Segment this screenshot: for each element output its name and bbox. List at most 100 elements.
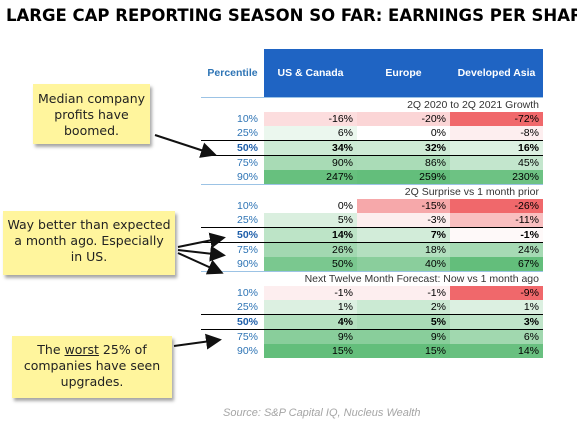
value-cell: 15% — [264, 344, 357, 358]
value-cell: 32% — [357, 140, 450, 156]
section-header-row: Next Twelve Month Forecast: Now vs 1 mon… — [201, 271, 543, 286]
region-header-us-canada: US & Canada — [264, 49, 357, 98]
percentile-cell: 25% — [236, 127, 258, 139]
table-row: 50% 34% 32% 16% — [201, 140, 543, 156]
value-cell: 50% — [264, 257, 357, 272]
value-cell: 1% — [264, 300, 357, 315]
percentile-cell: 25% — [236, 214, 258, 226]
value-cell: -16% — [264, 112, 357, 126]
value-cell: 26% — [264, 242, 357, 257]
table-row: 25% 1% 2% 1% — [201, 300, 543, 315]
value-cell: 259% — [357, 170, 450, 185]
table-row: 10% 0% -15% -26% — [201, 199, 543, 213]
note-text: Median company profits have boomed. — [37, 91, 146, 138]
table-row: 50% 14% 7% -1% — [201, 227, 543, 243]
percentile-cell: 50% — [201, 314, 264, 330]
value-cell: 14% — [450, 344, 543, 358]
value-cell: 14% — [264, 227, 357, 243]
table-row: 90% 15% 15% 14% — [201, 344, 543, 358]
table-row: 75% 90% 86% 45% — [201, 155, 543, 170]
percentile-cell: 10% — [236, 113, 258, 125]
value-cell: 34% — [264, 140, 357, 156]
region-header-developed-asia: Developed Asia — [450, 49, 543, 98]
value-cell: 3% — [450, 314, 543, 330]
value-cell: -15% — [357, 199, 450, 213]
value-cell: 247% — [264, 170, 357, 185]
value-cell: 86% — [357, 155, 450, 170]
note-worst-25-upgrades: The worst 25% of companies have seen upg… — [12, 336, 172, 398]
percentile-cell: 90% — [236, 171, 258, 183]
percentile-cell: 75% — [236, 331, 258, 343]
value-cell: 230% — [450, 170, 543, 185]
percentile-cell: 75% — [236, 244, 258, 256]
table-row: 25% 6% 0% -8% — [201, 126, 543, 141]
note-text-after: 25% of companies have seen upgrades. — [23, 342, 161, 389]
value-cell: 40% — [357, 257, 450, 272]
value-cell: 45% — [450, 155, 543, 170]
percentile-cell: 10% — [236, 287, 258, 299]
value-cell: 4% — [264, 314, 357, 330]
region-header-europe: Europe — [357, 49, 450, 98]
chart-title: LARGE CAP REPORTING SEASON SO FAR: EARNI… — [6, 6, 577, 25]
value-cell: -26% — [450, 199, 543, 213]
value-cell: 1% — [450, 300, 543, 315]
value-cell: 67% — [450, 257, 543, 272]
arrow-to-forecast-25 — [173, 333, 222, 350]
table-row: 90% 50% 40% 67% — [201, 257, 543, 272]
value-cell: -1% — [264, 286, 357, 300]
section-title: 2Q 2020 to 2Q 2021 Growth — [201, 97, 543, 112]
value-cell: -11% — [450, 213, 543, 228]
table-row: 75% 9% 9% 6% — [201, 329, 543, 344]
value-cell: 0% — [357, 126, 450, 141]
arrow-to-median-growth — [154, 134, 217, 158]
value-cell: -1% — [357, 286, 450, 300]
table-row: 90% 247% 259% 230% — [201, 170, 543, 185]
value-cell: 9% — [264, 329, 357, 344]
table-row: 50% 4% 5% 3% — [201, 314, 543, 330]
value-cell: 15% — [357, 344, 450, 358]
arrow-to-surprise-50 — [177, 245, 226, 262]
value-cell: -3% — [357, 213, 450, 228]
section-title: 2Q Surprise vs 1 month prior — [201, 184, 543, 199]
value-cell: 6% — [450, 329, 543, 344]
value-cell: -1% — [450, 227, 543, 243]
value-cell: 24% — [450, 242, 543, 257]
table-row: 75% 26% 18% 24% — [201, 242, 543, 257]
percentile-cell: 90% — [236, 345, 258, 357]
value-cell: 9% — [357, 329, 450, 344]
value-cell: 0% — [264, 199, 357, 213]
percentile-cell: 75% — [236, 157, 258, 169]
value-cell: -8% — [450, 126, 543, 141]
value-cell: -9% — [450, 286, 543, 300]
earnings-table: Percentile US & Canada Europe Developed … — [201, 49, 543, 358]
value-cell: -72% — [450, 112, 543, 126]
source-note: Source: S&P Capital IQ, Nucleus Wealth — [223, 407, 421, 419]
table-row: 25% 5% -3% -11% — [201, 213, 543, 228]
section-header-row: 2Q 2020 to 2Q 2021 Growth — [201, 97, 543, 112]
note-text: Way better than expected a month ago. Es… — [7, 217, 171, 264]
percentile-cell: 10% — [236, 200, 258, 212]
value-cell: 6% — [264, 126, 357, 141]
note-median-profits: Median company profits have boomed. — [33, 84, 150, 144]
arrow-to-surprise-25 — [177, 232, 226, 249]
percentile-cell: 25% — [236, 301, 258, 313]
note-text-before: The — [37, 342, 65, 357]
table-header-row: Percentile US & Canada Europe Developed … — [201, 49, 543, 98]
value-cell: -20% — [357, 112, 450, 126]
percentile-cell: 90% — [236, 258, 258, 270]
note-text-underlined: worst — [64, 342, 99, 357]
percentile-header: Percentile — [201, 49, 264, 98]
value-cell: 7% — [357, 227, 450, 243]
value-cell: 18% — [357, 242, 450, 257]
value-cell: 2% — [357, 300, 450, 315]
section-header-row: 2Q Surprise vs 1 month prior — [201, 184, 543, 199]
value-cell: 5% — [264, 213, 357, 228]
arrow-to-surprise-75 — [177, 252, 224, 275]
value-cell: 90% — [264, 155, 357, 170]
value-cell: 5% — [357, 314, 450, 330]
value-cell: 16% — [450, 140, 543, 156]
section-title: Next Twelve Month Forecast: Now vs 1 mon… — [201, 271, 543, 286]
table-row: 10% -16% -20% -72% — [201, 112, 543, 126]
note-better-than-expected: Way better than expected a month ago. Es… — [3, 211, 175, 275]
